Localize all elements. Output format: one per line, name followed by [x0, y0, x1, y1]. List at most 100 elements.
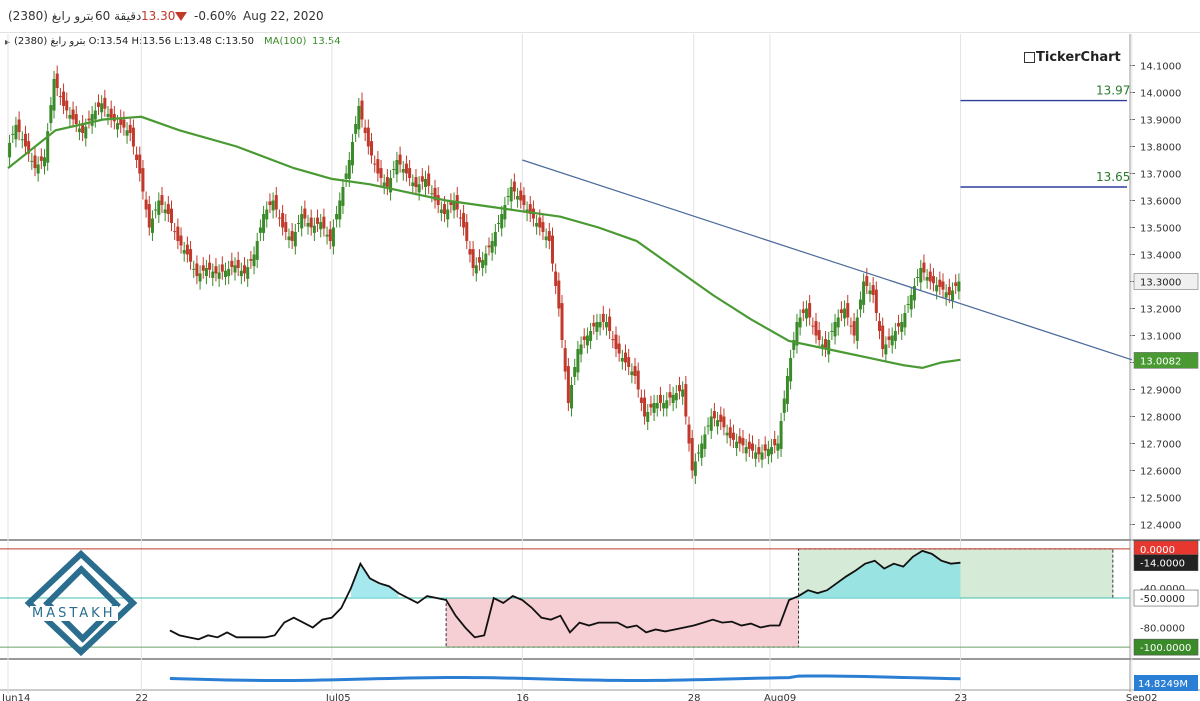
- candle-body: [293, 232, 297, 247]
- candle-body: [576, 349, 580, 373]
- candle-body: [935, 285, 939, 292]
- candle-body: [906, 304, 910, 305]
- candle-body: [373, 163, 377, 165]
- candle-body: [328, 229, 332, 241]
- candle-body: [62, 91, 66, 106]
- candle-body: [211, 271, 215, 278]
- candle-body: [744, 447, 748, 454]
- y-tick-label: 13.4000: [1140, 251, 1181, 262]
- candle-body: [309, 217, 313, 228]
- candle-body: [239, 270, 243, 277]
- candle-body: [331, 227, 335, 247]
- candle-body: [627, 357, 631, 367]
- candle-body: [382, 182, 386, 187]
- candle-body: [595, 322, 599, 332]
- candle-body: [420, 176, 424, 182]
- candle-body: [77, 128, 81, 133]
- candle-body: [846, 303, 850, 318]
- candle-body: [541, 222, 545, 232]
- candle-body: [138, 154, 142, 174]
- candle-body: [881, 325, 885, 349]
- volume-line: [169, 674, 961, 683]
- candle-body: [223, 270, 227, 277]
- candle-body: [849, 325, 853, 327]
- price-tag: [1133, 273, 1199, 290]
- candle-body: [947, 286, 951, 295]
- candle-body: [119, 117, 123, 125]
- candle-body: [735, 441, 739, 448]
- candle-body: [684, 384, 688, 417]
- candle-body: [909, 295, 913, 310]
- candle-body: [868, 290, 872, 295]
- y-tick-label: 12.7000: [1140, 440, 1181, 451]
- overbought-fill: [798, 550, 961, 599]
- candle-body: [665, 400, 669, 409]
- candle-body: [649, 403, 653, 408]
- candle-body: [681, 389, 685, 397]
- candle-body: [370, 141, 374, 156]
- candle-body: [14, 124, 18, 140]
- candle-body: [236, 259, 240, 268]
- candle-body: [538, 217, 542, 228]
- candle-body: [128, 124, 132, 133]
- candle-body: [106, 114, 110, 117]
- candle-body: [827, 340, 831, 355]
- candle-body: [195, 263, 199, 277]
- candle-body: [325, 234, 329, 237]
- candle-body: [655, 403, 659, 409]
- x-tick-label: 22: [135, 693, 148, 701]
- candle-body: [557, 280, 561, 309]
- candle-body: [858, 299, 862, 310]
- interval-label[interactable]: 60 دقيقة: [95, 9, 142, 23]
- change-percent: -0.60%: [194, 9, 237, 23]
- candle-body: [8, 142, 12, 158]
- highlight-box: [445, 597, 800, 648]
- candle-body: [430, 193, 434, 195]
- symbol-label[interactable]: (2380) بترو رابغ: [8, 9, 94, 23]
- candle-body: [408, 168, 412, 178]
- candle-body: [582, 336, 586, 340]
- candle-body: [789, 358, 793, 382]
- candle-body: [401, 169, 405, 173]
- candle-body: [173, 231, 177, 233]
- candle-body: [417, 184, 421, 193]
- candle-body: [227, 268, 231, 277]
- candle-body: [925, 277, 929, 281]
- y-tick-label: 13.5000: [1140, 224, 1181, 235]
- candle-body: [87, 118, 91, 121]
- candle-body: [411, 182, 415, 187]
- candle-body: [43, 157, 47, 167]
- candle-body: [135, 154, 139, 160]
- candle-body: [509, 187, 513, 202]
- volume-tag-label: 14.8249M: [1138, 679, 1188, 690]
- candle-body: [395, 160, 399, 175]
- candle-body: [814, 321, 818, 336]
- candle-body: [103, 97, 107, 109]
- candle-body: [217, 272, 221, 279]
- candle-body: [919, 268, 923, 283]
- candle-body: [731, 432, 735, 440]
- candle-body: [335, 214, 339, 220]
- candle-body: [712, 411, 716, 419]
- candle-body: [439, 209, 443, 214]
- candle-body: [954, 282, 958, 286]
- candle-body: [890, 335, 894, 346]
- candle-body: [182, 250, 186, 254]
- candle-body: [65, 100, 69, 111]
- candle-body: [20, 139, 24, 141]
- x-tick-label: Jun14: [1, 693, 30, 701]
- candle-body: [316, 217, 320, 224]
- candle-body: [166, 204, 170, 214]
- candle-body: [852, 321, 856, 336]
- candle-body: [757, 447, 761, 455]
- candle-body: [601, 313, 605, 322]
- candle-body: [11, 133, 15, 135]
- candle-body: [220, 264, 224, 272]
- x-tick-label: 23: [954, 693, 967, 701]
- candle-body: [709, 416, 713, 431]
- candle-body: [471, 249, 475, 268]
- date-label: Aug 22, 2020: [243, 9, 324, 23]
- candle-body: [617, 343, 621, 354]
- candle-body: [433, 187, 437, 201]
